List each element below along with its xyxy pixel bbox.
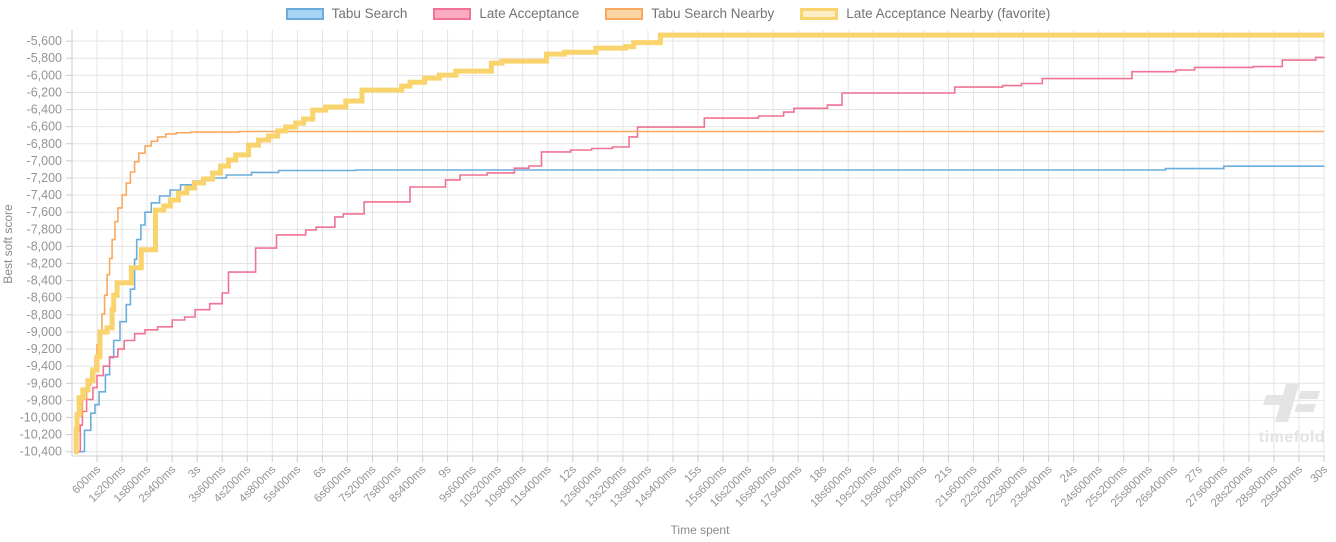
- legend-item-late-acceptance-nearby-favorite[interactable]: Late Acceptance Nearby (favorite): [800, 6, 1050, 21]
- series-line-late-acceptance-nearby-favorite: [73, 32, 1324, 455]
- legend-item-tabu-search-nearby[interactable]: Tabu Search Nearby: [605, 6, 774, 21]
- x-tick-label: 6s: [311, 463, 328, 480]
- axes: [66, 30, 1325, 462]
- y-tick-label: -9,400: [27, 359, 62, 373]
- y-tick-label: -7,000: [27, 154, 62, 168]
- y-tick-label: -6,400: [27, 103, 62, 117]
- y-tick-label: -8,200: [27, 257, 62, 271]
- y-tick-label: -8,000: [27, 239, 62, 253]
- x-axis-title: Time spent: [670, 523, 730, 537]
- y-tick-label: -6,000: [27, 68, 62, 82]
- y-tick-label: -8,600: [27, 291, 62, 305]
- series-line-late-acceptance: [76, 56, 1325, 453]
- x-tick-label: 30s: [1309, 463, 1331, 485]
- x-tick-label: 9s: [437, 463, 454, 480]
- legend-label: Late Acceptance Nearby (favorite): [846, 6, 1051, 21]
- chart-legend: Tabu Search Late Acceptance Tabu Search Ne…: [0, 6, 1336, 21]
- y-axis-title: Best soft score: [1, 204, 15, 284]
- gridlines: [72, 30, 1325, 456]
- y-tick-label: -9,000: [27, 325, 62, 339]
- y-tick-label: -5,600: [27, 34, 62, 48]
- y-tick-label: -6,200: [27, 85, 62, 99]
- legend-label: Late Acceptance: [479, 6, 580, 21]
- timefold-watermark: timefold: [1254, 382, 1330, 447]
- y-tick-label: -5,800: [27, 51, 62, 65]
- y-tick-label: -7,400: [27, 188, 62, 202]
- y-tick-label: -7,600: [27, 205, 62, 219]
- legend-label: Tabu Search Nearby: [651, 6, 775, 21]
- y-tick-label: -9,200: [27, 342, 62, 356]
- y-tick-label: -8,400: [27, 274, 62, 288]
- timefold-logo-icon: [1263, 384, 1320, 422]
- y-tick-label: -7,800: [27, 222, 62, 236]
- y-tick-label: -6,800: [27, 137, 62, 151]
- x-tick-label: 3s: [186, 463, 203, 480]
- y-tick-label: -6,600: [27, 120, 62, 134]
- legend-item-tabu-search[interactable]: Tabu Search: [285, 6, 408, 21]
- y-tick-label: -7,200: [27, 171, 62, 185]
- legend-swatch-icon: [605, 7, 644, 20]
- tick-labels: -5,600 -5,800 -6,000 -6,200 -6,400 -6,600 -6,8…: [20, 34, 1331, 510]
- y-tick-label: -8,800: [27, 308, 62, 322]
- legend-item-late-acceptance[interactable]: Late Acceptance: [433, 6, 579, 21]
- y-tick-label: -10,200: [20, 428, 62, 442]
- y-tick-label: -9,800: [27, 393, 62, 407]
- legend-swatch-icon: [800, 7, 839, 20]
- y-tick-label: -10,400: [20, 445, 62, 459]
- watermark-text: timefold: [1258, 429, 1326, 446]
- series-line-tabu-search-nearby: [74, 130, 1324, 453]
- legend-swatch-icon: [433, 7, 472, 20]
- series-line-tabu-search: [80, 165, 1325, 453]
- legend-swatch-icon: [285, 7, 324, 20]
- y-tick-label: -9,600: [27, 376, 62, 390]
- legend-label: Tabu Search: [331, 6, 408, 21]
- y-tick-label: -10,000: [20, 411, 62, 425]
